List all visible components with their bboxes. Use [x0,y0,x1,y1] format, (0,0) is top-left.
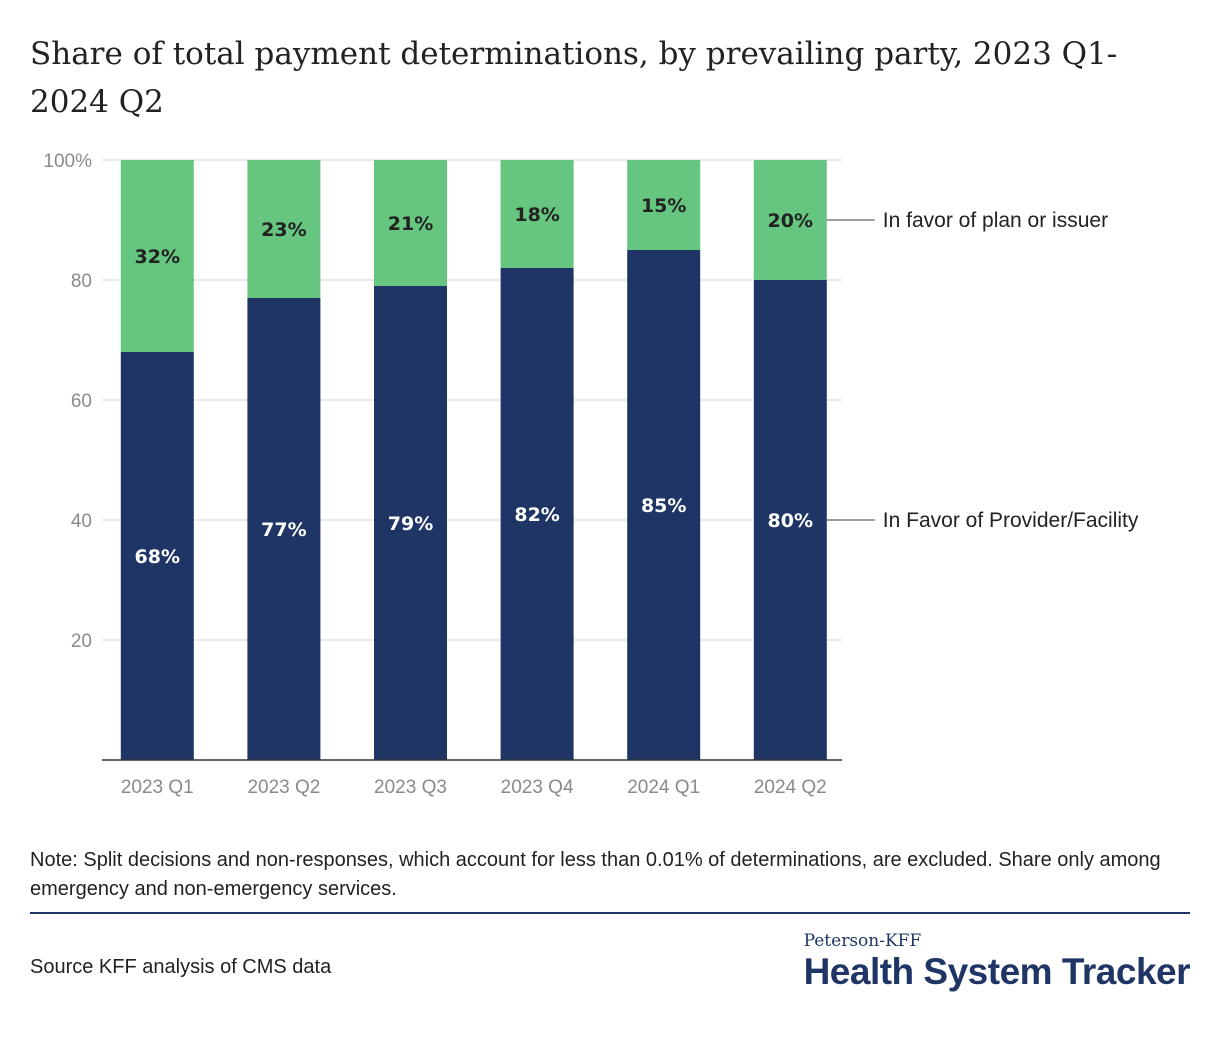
legend-provider-label: In Favor of Provider/Facility [883,509,1139,532]
data-label-provider: 68% [135,546,180,568]
data-label-plan: 18% [514,204,559,226]
data-label-provider: 85% [641,495,686,517]
legend-plan-label: In favor of plan or issuer [883,209,1108,232]
data-label-plan: 15% [641,195,686,217]
y-tick-label: 80 [71,271,92,292]
data-label-provider: 79% [388,513,433,535]
x-tick-label: 2023 Q2 [247,777,320,798]
bar-provider [120,352,194,760]
bar-plan [120,160,194,352]
x-tick-label: 2023 Q3 [374,777,447,798]
chart-note: Note: Split decisions and non-responses,… [30,849,1161,900]
source-text: Source KFF analysis of CMS data [30,956,332,978]
bar-provider [753,280,827,760]
chart-title: Share of total payment determinations, b… [30,36,1118,120]
bar-plan [753,160,827,280]
data-label-provider: 82% [514,504,559,526]
bar-plan [627,160,701,250]
y-tick-label: 100% [43,151,92,172]
y-tick-label: 40 [71,511,92,532]
bar-plan [374,160,447,286]
data-label-plan: 20% [768,210,813,232]
data-label-provider: 80% [768,510,813,532]
data-label-provider: 77% [261,519,306,541]
footer-divider [30,912,1190,914]
y-tick-label: 60 [71,391,92,412]
bar-chart: 68% 32% 77% 23% 79% 21% 82% 18% 85% 15% 80% 20% 20 4… [43,151,1139,798]
logo-top-text: Peterson-KFF [803,931,922,951]
data-label-plan: 21% [388,213,433,235]
bar-provider [247,298,321,760]
x-tick-label: 2024 Q2 [754,777,827,798]
bar-plan [500,160,574,268]
logo-main-text: Health System Tracker [803,951,1191,992]
bar-provider [374,286,447,760]
data-label-plan: 32% [135,246,180,268]
brand-logo: Peterson-KFF Health System Tracker [803,931,1191,994]
bar-plan [247,160,321,298]
x-tick-label: 2024 Q1 [627,777,700,798]
bar-provider [500,268,574,760]
bar-provider [627,250,701,760]
x-tick-label: 2023 Q4 [501,777,574,798]
x-tick-label: 2023 Q1 [121,777,194,798]
y-tick-label: 20 [71,631,92,652]
data-label-plan: 23% [261,219,306,241]
